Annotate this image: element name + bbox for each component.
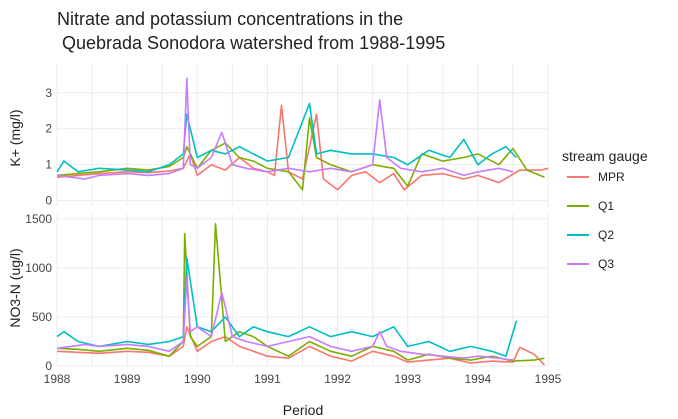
series-line-q3-nitrate[interactable] xyxy=(56,276,514,361)
legend-label-q3: Q3 xyxy=(598,257,614,271)
series-line-q2-potassium[interactable] xyxy=(56,102,517,173)
y-tick-label: 0 xyxy=(45,359,52,373)
legend-item-q2[interactable]: Q2 xyxy=(567,228,614,242)
y-tick-label: 500 xyxy=(32,310,52,324)
legend-label-mpr: MPR xyxy=(598,170,625,184)
series-line-mpr-potassium[interactable] xyxy=(56,104,549,191)
x-tick-label: 1992 xyxy=(324,372,351,386)
chart-title: Nitrate and potassium concentrations in … xyxy=(57,9,445,53)
legend-title: stream gauge xyxy=(562,148,648,164)
x-tick-label: 1988 xyxy=(44,372,71,386)
x-tick-label: 1994 xyxy=(465,372,492,386)
x-tick-label: 1993 xyxy=(394,372,421,386)
x-tick-label: 1991 xyxy=(254,372,281,386)
nitrate-panel[interactable]: 0 500 1000 1500 NO3-N (ug/l) xyxy=(7,212,549,373)
potassium-panel[interactable]: 0 1 2 3 K+ (mg/l) xyxy=(7,64,549,208)
title-line-2: Quebrada Sonodora watershed from 1988-19… xyxy=(57,33,445,53)
x-tick-label: 1995 xyxy=(535,372,562,386)
title-line-1: Nitrate and potassium concentrations in … xyxy=(57,9,403,29)
y-tick-label: 1 xyxy=(45,158,52,172)
legend-item-q1[interactable]: Q1 xyxy=(567,199,614,213)
legend-item-q3[interactable]: Q3 xyxy=(567,257,614,271)
y-axis-title-nitrate: NO3-N (ug/l) xyxy=(7,248,23,327)
series-line-q1-nitrate[interactable] xyxy=(56,223,545,362)
series-line-q1-potassium[interactable] xyxy=(56,117,545,191)
x-tick-label: 1989 xyxy=(114,372,141,386)
y-tick-label: 1000 xyxy=(25,261,52,275)
y-axis-title-potassium: K+ (mg/l) xyxy=(7,109,23,166)
y-tick-label: 0 xyxy=(45,194,52,208)
y-tick-label: 2 xyxy=(45,122,52,136)
legend-item-mpr[interactable]: MPR xyxy=(567,170,625,184)
legend-label-q2: Q2 xyxy=(598,228,614,242)
x-axis-title: Period xyxy=(283,402,323,418)
x-tick-label: 1990 xyxy=(184,372,211,386)
series-line-q3-potassium[interactable] xyxy=(56,77,514,180)
legend-label-q1: Q1 xyxy=(598,199,614,213)
y-tick-label: 1500 xyxy=(25,212,52,226)
legend[interactable]: stream gauge MPR Q1 Q2 Q3 xyxy=(562,148,648,271)
y-tick-label: 3 xyxy=(45,86,52,100)
series-line-q2-nitrate[interactable] xyxy=(56,257,518,358)
